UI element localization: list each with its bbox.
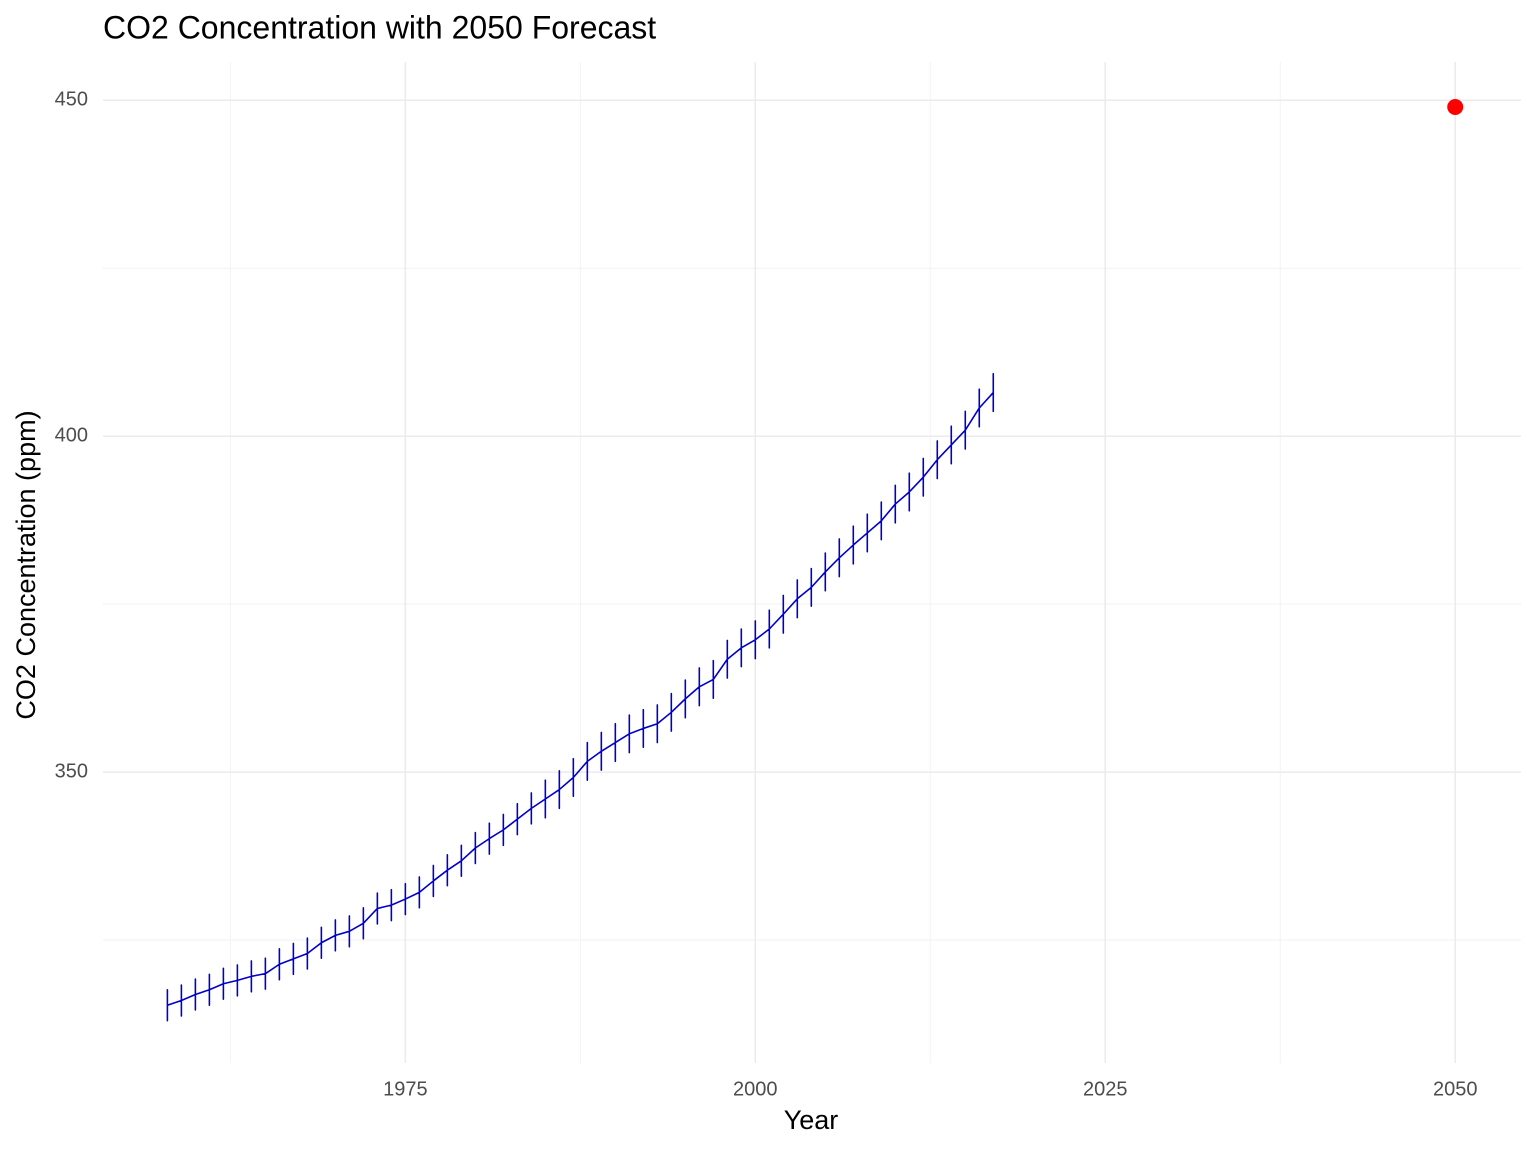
x-tick-label: 2000 (733, 1078, 778, 1100)
y-axis-title: CO2 Concentration (ppm) (11, 410, 41, 719)
x-tick-label: 2050 (1433, 1078, 1478, 1100)
grid (103, 62, 1521, 1063)
plot-area (166, 99, 1464, 1022)
chart-title: CO2 Concentration with 2050 Forecast (103, 9, 656, 45)
x-tick-label: 2025 (1083, 1078, 1128, 1100)
y-tick-label: 400 (55, 424, 88, 446)
forecast-point (1447, 99, 1464, 116)
data-line (166, 372, 995, 1022)
x-axis-title: Year (784, 1105, 839, 1135)
y-tick-label: 450 (55, 89, 88, 111)
y-tick-label: 350 (55, 760, 88, 782)
x-tick-label: 1975 (383, 1078, 428, 1100)
